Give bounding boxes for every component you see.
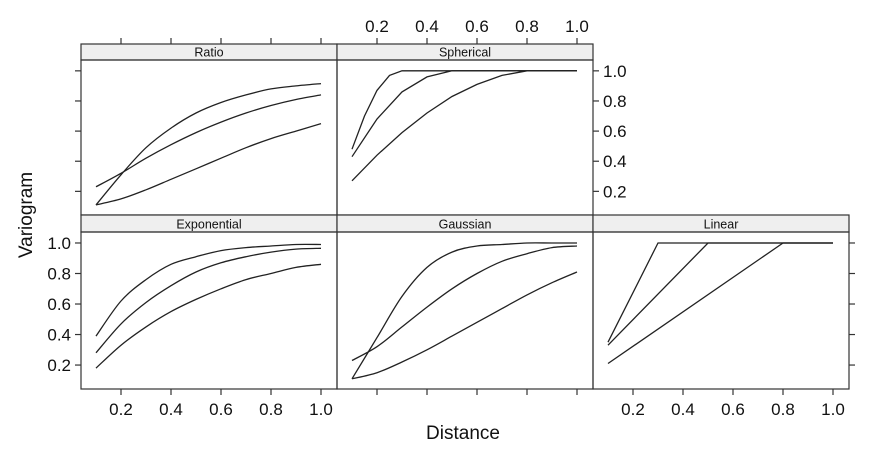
panel-strip-label: Linear bbox=[704, 218, 739, 232]
panel-exponential: Exponential bbox=[80, 214, 338, 390]
x-tick-label: 0.2 bbox=[621, 400, 645, 419]
y-tick-label: 0.6 bbox=[603, 122, 627, 141]
x-tick-label: 1.0 bbox=[821, 400, 845, 419]
panel-frame bbox=[336, 231, 594, 390]
y-tick-label: 0.4 bbox=[47, 326, 71, 345]
y-tick-label: 1.0 bbox=[47, 234, 71, 253]
panel-strip-label: Exponential bbox=[176, 218, 241, 232]
series-line-1 bbox=[351, 70, 577, 150]
series-line-3 bbox=[95, 122, 322, 206]
x-tick-label: 0.6 bbox=[209, 400, 233, 419]
y-tick-label: 1.0 bbox=[603, 62, 627, 81]
series-line-3 bbox=[95, 263, 322, 369]
x-tick-label: 0.2 bbox=[109, 400, 133, 419]
series-line-2 bbox=[95, 94, 322, 188]
x-tick-label: 1.0 bbox=[309, 400, 333, 419]
panel-linear: Linear bbox=[592, 214, 850, 390]
y-tick-label: 0.6 bbox=[47, 295, 71, 314]
series-line-2 bbox=[351, 70, 577, 158]
x-tick-label: 0.4 bbox=[159, 400, 183, 419]
y-axis-title: Variogram bbox=[16, 172, 37, 258]
x-tick-label: 1.0 bbox=[565, 17, 589, 36]
y-tick-label: 0.8 bbox=[603, 92, 627, 111]
x-tick-label: 0.8 bbox=[771, 400, 795, 419]
panel-frame bbox=[80, 59, 338, 216]
x-axis-title: Distance bbox=[426, 423, 500, 444]
series-line-1 bbox=[95, 82, 322, 206]
series-line-1 bbox=[351, 242, 577, 380]
x-tick-label: 0.8 bbox=[259, 400, 283, 419]
x-tick-label: 0.6 bbox=[721, 400, 745, 419]
panel-strip-label: Spherical bbox=[439, 46, 491, 60]
series-line-2 bbox=[95, 247, 322, 354]
panel-gaussian: Gaussian bbox=[336, 214, 594, 390]
y-tick-label: 0.2 bbox=[47, 356, 71, 375]
x-tick-label: 0.4 bbox=[671, 400, 695, 419]
series-line-1 bbox=[607, 242, 833, 343]
x-tick-label: 0.4 bbox=[415, 17, 439, 36]
panel-frame bbox=[592, 231, 850, 390]
series-line-3 bbox=[351, 271, 578, 380]
panel-spherical: Spherical bbox=[336, 43, 594, 216]
x-tick-label: 0.2 bbox=[365, 17, 389, 36]
series-line-2 bbox=[607, 242, 833, 346]
series-line-3 bbox=[607, 242, 833, 365]
series-line-2 bbox=[351, 245, 578, 362]
y-tick-label: 0.8 bbox=[47, 265, 71, 284]
panel-strip-label: Ratio bbox=[194, 46, 223, 60]
series-line-1 bbox=[95, 243, 322, 337]
series-line-3 bbox=[351, 70, 577, 182]
x-tick-label: 0.8 bbox=[515, 17, 539, 36]
y-tick-label: 0.4 bbox=[603, 152, 627, 171]
panel-frame bbox=[336, 59, 594, 216]
panel-ratio: Ratio bbox=[80, 43, 338, 216]
panel-frame bbox=[80, 231, 338, 390]
x-tick-label: 0.6 bbox=[465, 17, 489, 36]
panel-strip-label: Gaussian bbox=[439, 218, 492, 232]
y-tick-label: 0.2 bbox=[603, 182, 627, 201]
